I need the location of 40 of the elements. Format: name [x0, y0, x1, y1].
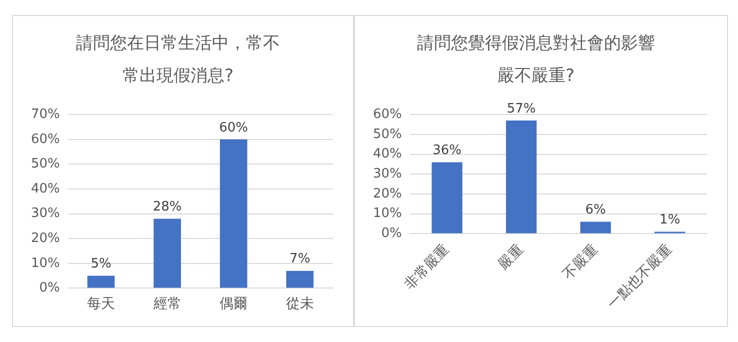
x-tick-label: 每天: [87, 296, 116, 312]
y-tick-label: 40%: [372, 146, 402, 162]
x-tick-label: 一點也不嚴重: [604, 242, 676, 312]
x-tick-label: 偶爾: [220, 296, 248, 312]
y-tick-label: 70%: [30, 106, 60, 122]
y-tick-label: 10%: [30, 256, 60, 271]
y-tick-label: 60%: [30, 132, 60, 147]
x-tick-label: 經常: [152, 296, 182, 312]
data-label: 6%: [585, 202, 606, 218]
data-label: 1%: [660, 212, 680, 228]
data-label: 7%: [290, 252, 310, 267]
bar: [220, 139, 248, 288]
y-tick-label: 20%: [30, 230, 60, 246]
x-tick-label: 不嚴重: [560, 242, 601, 283]
x-tick-label: 嚴重: [496, 242, 527, 273]
bar: [506, 120, 537, 234]
y-tick-label: 30%: [372, 166, 402, 182]
bar: [286, 270, 314, 288]
y-tick-label: 0%: [381, 226, 402, 242]
y-tick-label: 20%: [372, 186, 402, 202]
data-label: 60%: [219, 120, 248, 136]
bar: [580, 222, 611, 234]
y-tick-label: 0%: [39, 280, 60, 296]
y-tick-label: 50%: [30, 156, 60, 172]
y-tick-label: 50%: [372, 126, 402, 142]
bar: [432, 162, 462, 234]
y-tick-label: 40%: [30, 181, 60, 196]
bar: [87, 276, 115, 288]
x-tick-label: 從未: [286, 296, 314, 312]
data-label: 28%: [152, 200, 182, 215]
y-tick-label: 10%: [372, 206, 402, 222]
chart-title: 請問您覺得假消息對社會的影響嚴不嚴重?: [417, 34, 655, 86]
data-label: 5%: [90, 256, 112, 272]
data-label: 57%: [506, 101, 536, 116]
chart-title: 請問您在日常生活中，常不常出現假消息?: [76, 34, 280, 86]
y-tick-label: 60%: [372, 106, 402, 122]
x-tick-label: 非常嚴重: [402, 242, 452, 293]
y-tick-label: 30%: [30, 206, 60, 222]
data-label: 36%: [432, 143, 462, 158]
bar: [154, 218, 181, 288]
